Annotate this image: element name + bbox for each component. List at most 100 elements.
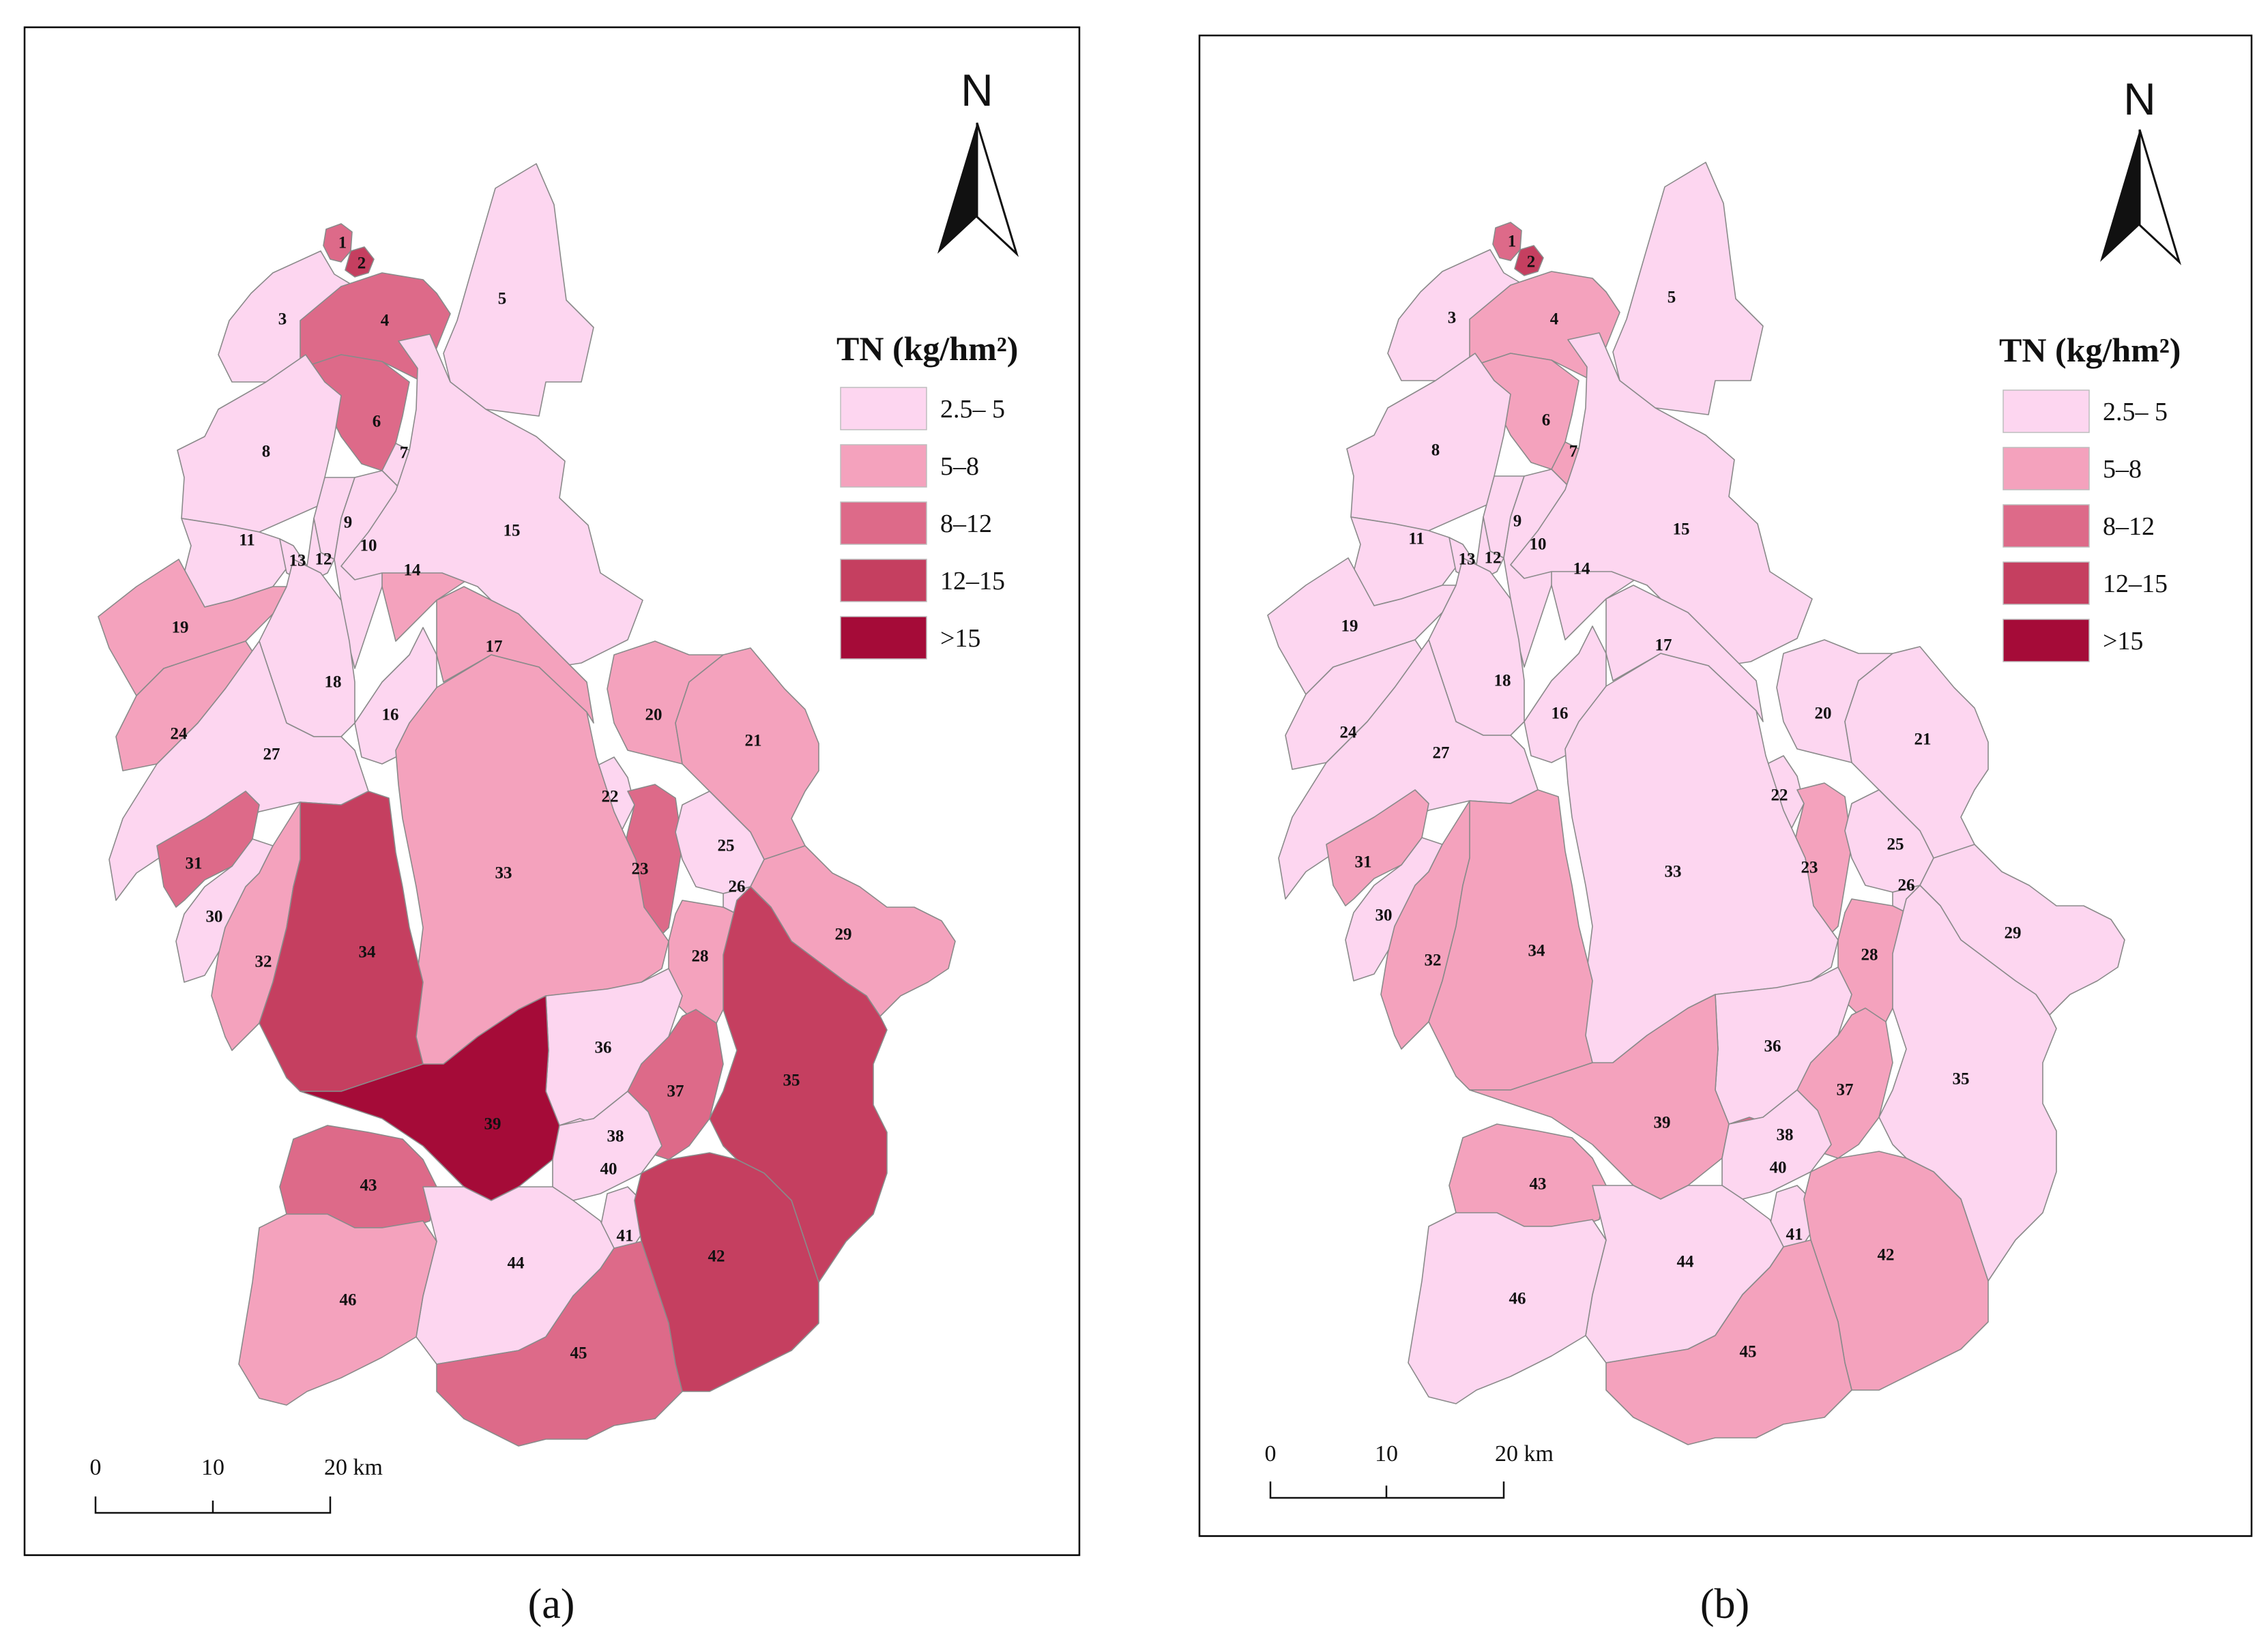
legend-swatch-3 — [2003, 561, 2090, 605]
subbasin-label-44: 44 — [508, 1254, 525, 1273]
subbasin-label-2: 2 — [358, 254, 366, 273]
subbasin-1 — [323, 223, 353, 263]
legend-label-3: 12–15 — [940, 567, 1005, 595]
subbasin-label-27: 27 — [263, 746, 280, 764]
subbasin-label-13: 13 — [1459, 550, 1476, 569]
subbasin-label-39: 39 — [1654, 1114, 1671, 1132]
subbasin-label-37: 37 — [667, 1082, 684, 1101]
north-arrow: N — [937, 65, 1019, 257]
panel-label: (a) — [528, 1581, 575, 1627]
scale-tick-0: 0 — [1265, 1441, 1277, 1466]
legend-swatch-2 — [840, 501, 927, 545]
scale-bar: 0 10 20 km — [90, 1455, 383, 1514]
subbasin-label-45: 45 — [570, 1344, 587, 1363]
scale-tick-10: 10 — [201, 1455, 224, 1480]
subbasin-label-23: 23 — [1801, 859, 1818, 877]
scale-tick-20: 20 km — [324, 1455, 383, 1480]
subbasin-label-43: 43 — [360, 1177, 377, 1195]
subbasin-label-11: 11 — [1408, 530, 1425, 548]
subbasin-label-19: 19 — [172, 619, 189, 637]
subbasin-label-16: 16 — [382, 706, 399, 724]
subbasin-label-18: 18 — [325, 673, 342, 692]
legend: TN (kg/hm²) 2.5– 5 5–8 8–12 12–15 >15 — [836, 329, 1018, 660]
subbasin-label-44: 44 — [1677, 1253, 1695, 1271]
subbasin-label-42: 42 — [708, 1248, 725, 1266]
subbasin-label-20: 20 — [1815, 705, 1832, 723]
subbasin-label-layer: 123 4567891011121314151617181920212223242… — [1340, 233, 2022, 1361]
subbasin-layer — [1267, 162, 2125, 1445]
subbasin-label-24: 24 — [1340, 724, 1358, 742]
subbasin-label-26: 26 — [729, 878, 746, 896]
north-arrow-right-half — [2138, 129, 2182, 265]
legend-swatch-4 — [2003, 619, 2090, 662]
scale-tick-0: 0 — [90, 1455, 102, 1480]
subbasin-label-12: 12 — [1485, 549, 1502, 567]
subbasin-label-36: 36 — [595, 1039, 612, 1057]
subbasin-35 — [709, 886, 888, 1283]
north-arrow-right-half — [976, 122, 1019, 257]
subbasin-1 — [1492, 222, 1522, 261]
subbasin-45 — [436, 1241, 683, 1447]
north-arrow-label: N — [961, 65, 993, 115]
legend-label-3: 12–15 — [2103, 570, 2168, 598]
subbasin-label-37: 37 — [1837, 1081, 1854, 1100]
subbasin-label-21: 21 — [745, 732, 762, 750]
subbasin-label-layer: 123 4567891011121314151617181920212223242… — [171, 234, 852, 1363]
subbasin-label-38: 38 — [607, 1127, 624, 1146]
subbasin-label-15: 15 — [1673, 520, 1690, 539]
subbasin-label-19: 19 — [1341, 617, 1358, 636]
subbasin-label-29: 29 — [2005, 924, 2022, 943]
subbasin-label-1: 1 — [338, 234, 347, 252]
subbasin-label-2: 2 — [1527, 253, 1536, 271]
subbasin-label-22: 22 — [1771, 786, 1788, 805]
subbasin-label-10: 10 — [1530, 535, 1547, 554]
legend-label-2: 8–12 — [940, 510, 992, 538]
subbasin-label-18: 18 — [1494, 672, 1511, 690]
subbasin-label-45: 45 — [1740, 1343, 1757, 1361]
subbasin-5 — [1612, 162, 1764, 415]
subbasin-label-9: 9 — [344, 514, 353, 532]
subbasin-label-42: 42 — [1878, 1246, 1895, 1265]
subbasin-label-46: 46 — [1509, 1290, 1526, 1308]
subbasin-label-31: 31 — [186, 855, 203, 873]
subbasin-label-17: 17 — [1655, 636, 1672, 655]
subbasin-label-5: 5 — [498, 290, 507, 308]
legend-label-0: 2.5– 5 — [940, 395, 1005, 424]
subbasin-label-40: 40 — [1770, 1159, 1787, 1177]
subbasin-label-31: 31 — [1355, 853, 1372, 872]
scale-bar: 0 10 20 km — [1265, 1441, 1554, 1499]
legend-label-4: >15 — [940, 624, 980, 653]
subbasin-label-5: 5 — [1668, 289, 1676, 307]
subbasin-label-41: 41 — [617, 1227, 634, 1245]
subbasin-label-29: 29 — [835, 926, 852, 944]
subbasin-label-27: 27 — [1433, 744, 1450, 763]
subbasin-label-26: 26 — [1898, 876, 1915, 895]
panel-label: (b) — [1700, 1581, 1749, 1627]
subbasin-label-28: 28 — [692, 947, 709, 966]
legend-title: TN (kg/hm²) — [836, 329, 1018, 368]
legend: TN (kg/hm²) 2.5– 5 5–8 8–12 12–15 >15 — [1999, 331, 2181, 662]
subbasin-label-20: 20 — [645, 706, 662, 724]
subbasin-label-7: 7 — [1569, 443, 1578, 461]
legend-swatch-0 — [2003, 389, 2090, 433]
legend-swatch-3 — [840, 559, 927, 602]
subbasin-label-30: 30 — [1375, 906, 1393, 925]
scale-tick-20: 20 km — [1495, 1441, 1554, 1466]
subbasin-label-14: 14 — [404, 561, 422, 580]
legend-swatch-0 — [840, 387, 927, 430]
subbasin-label-38: 38 — [1777, 1126, 1794, 1145]
legend-swatch-1 — [2003, 447, 2090, 490]
subbasin-2 — [1514, 245, 1544, 276]
legend-label-1: 5–8 — [2103, 455, 2142, 484]
subbasin-46 — [238, 1213, 437, 1406]
north-arrow-left-half — [937, 123, 977, 254]
north-arrow: N — [2100, 74, 2182, 265]
subbasin-label-46: 46 — [340, 1291, 357, 1310]
scale-bar-line — [1269, 1481, 1505, 1499]
subbasin-label-13: 13 — [289, 552, 306, 570]
subbasin-label-24: 24 — [171, 725, 188, 743]
scale-tick-10: 10 — [1375, 1441, 1398, 1466]
subbasin-label-15: 15 — [504, 522, 521, 540]
subbasin-label-21: 21 — [1914, 731, 1932, 749]
subbasin-label-7: 7 — [400, 444, 409, 462]
